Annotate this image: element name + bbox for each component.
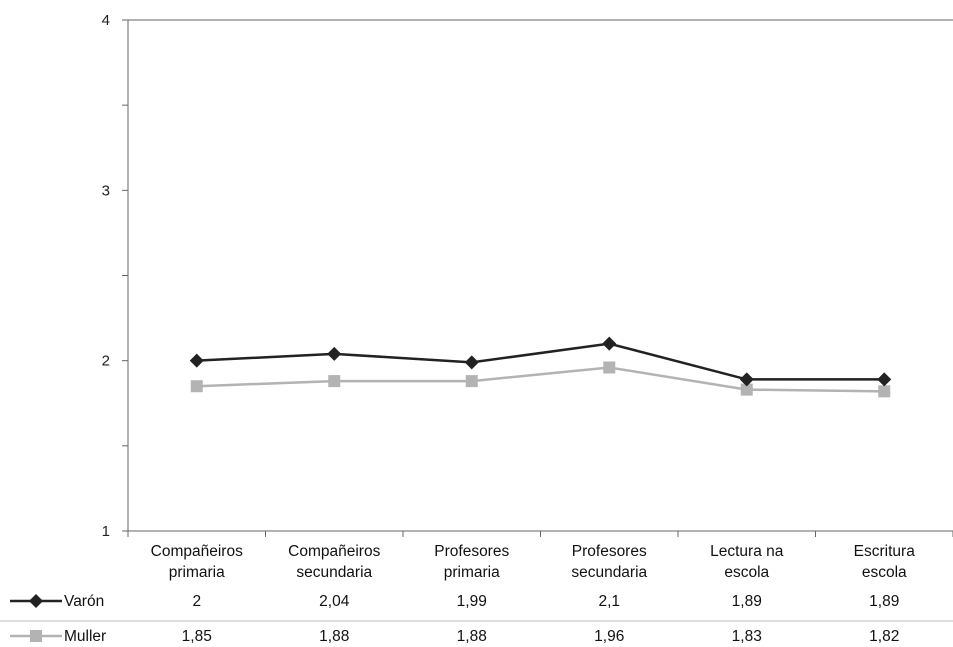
data-table-cell: 1,82: [869, 628, 899, 645]
data-point-muller: [740, 383, 753, 396]
category-label: primaria: [444, 564, 500, 581]
data-table-cell: 1,83: [732, 628, 762, 645]
data-point-muller: [465, 375, 478, 388]
series-line-varón: [196, 342, 885, 381]
data-table-cell: 1,99: [457, 593, 487, 610]
category-label: secundaria: [296, 564, 372, 581]
data-table-cell: 2,1: [598, 593, 620, 610]
data-table-cell: 1,88: [457, 628, 487, 645]
data-point-varón: [327, 346, 342, 361]
legend-key-marker: [30, 630, 42, 642]
y-tick-label: 3: [102, 182, 110, 199]
data-point-varón: [464, 355, 479, 370]
data-point-muller: [328, 375, 341, 388]
legend-label: Varón: [64, 593, 104, 610]
category-labels: Compañeiros primaria Compañeiros secundaria…: [127, 531, 953, 581]
series-lines: [189, 336, 892, 398]
category-label: primaria: [169, 564, 225, 581]
category-label: Profesores: [434, 543, 509, 560]
category-label: Compañeiros: [288, 543, 380, 560]
data-point-varón: [189, 353, 204, 368]
y-tick-label: 2: [102, 353, 110, 370]
y-tick-label: 1: [102, 523, 110, 540]
category-label: Compañeiros: [151, 543, 243, 560]
category-label: Lectura na: [710, 543, 784, 560]
data-point-muller: [190, 380, 203, 393]
data-table-cell: 1,89: [732, 593, 762, 610]
category-label: Escritura: [854, 543, 916, 560]
data-point-varón: [739, 372, 754, 387]
data-point-varón: [602, 336, 617, 351]
y-axis-ticks: 1 2 3 4: [102, 12, 128, 540]
data-table-cell: 2: [192, 593, 201, 610]
series-line-muller: [196, 366, 885, 393]
category-label: escola: [862, 564, 907, 581]
axes: [127, 19, 953, 532]
y-tick-label: 4: [102, 12, 110, 29]
data-table-cell: 1,89: [869, 593, 899, 610]
data-table-cell: 2,04: [319, 593, 350, 610]
category-label: escola: [724, 564, 769, 581]
category-label: Profesores: [572, 543, 647, 560]
data-point-varón: [877, 372, 892, 387]
legend-key-marker: [29, 594, 43, 608]
category-label: secundaria: [571, 564, 647, 581]
legend-label: Muller: [64, 628, 106, 645]
data-table-cell: 1,85: [182, 628, 212, 645]
data-point-muller: [603, 361, 616, 374]
data-table-cell: 1,88: [319, 628, 349, 645]
data-point-muller: [878, 385, 891, 398]
data-table-cell: 1,96: [594, 628, 624, 645]
data-table: Varón 2 2,04 1,99 2,1 1,89 1,89 Muller 1,85 1,88 1…: [0, 593, 953, 645]
